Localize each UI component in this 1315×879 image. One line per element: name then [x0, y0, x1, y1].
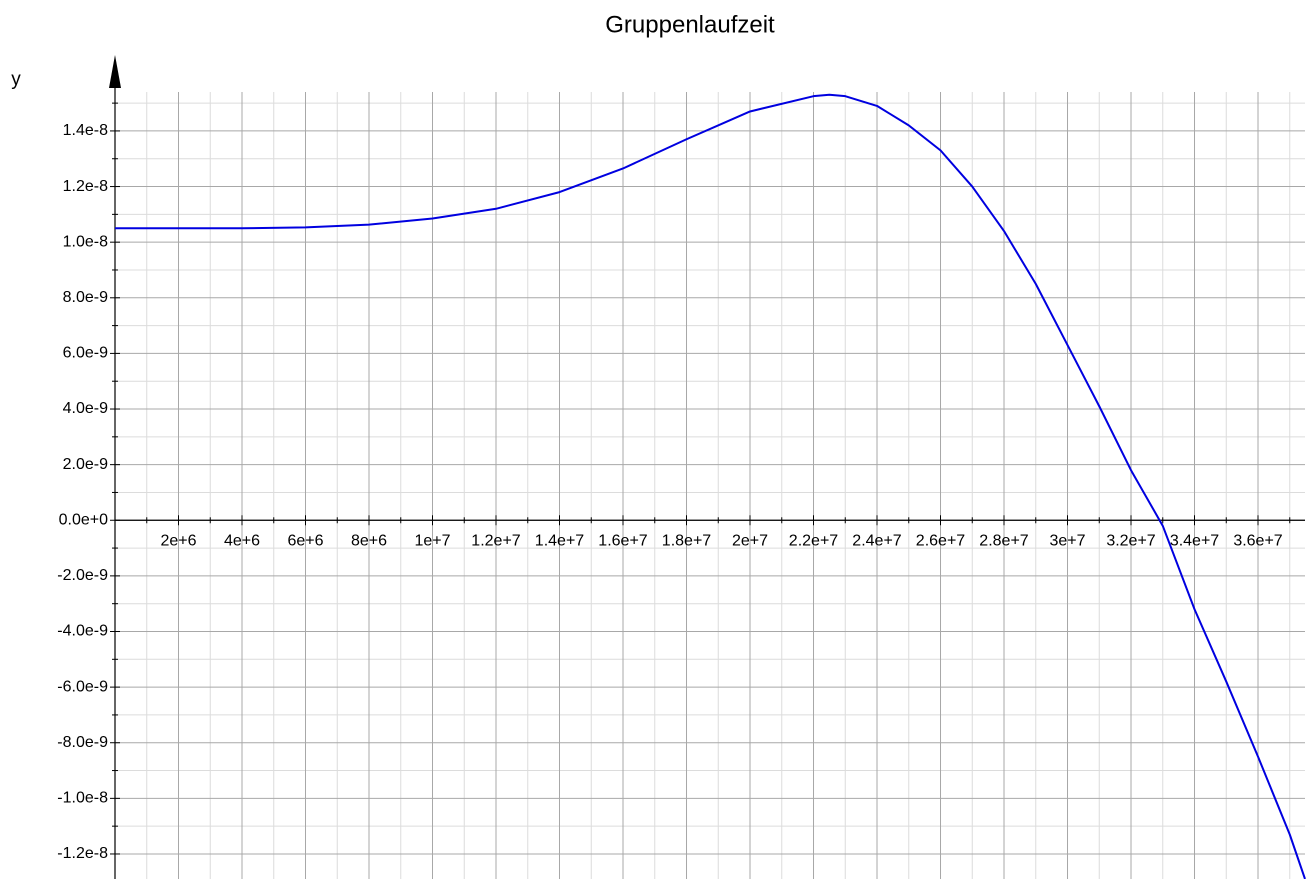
chart-title: Gruppenlaufzeit — [605, 11, 775, 38]
x-tick-label: 2e+7 — [732, 532, 768, 549]
y-tick-label: 1.0e-8 — [63, 233, 108, 250]
y-tick-label: 8.0e-9 — [63, 289, 108, 306]
y-axis-label: y — [11, 69, 21, 90]
line — [115, 93, 1306, 879]
y-tick-label: -1.0e-8 — [57, 790, 108, 807]
x-tick-label: 1.2e+7 — [471, 532, 520, 549]
x-tick-label: 2e+6 — [160, 532, 196, 549]
x-tick-label: 2.4e+7 — [852, 532, 901, 549]
x-tick-label: 3.4e+7 — [1170, 532, 1219, 549]
y-tick-label: -8.0e-9 — [57, 734, 108, 751]
x-tick-label: 2.8e+7 — [979, 532, 1028, 549]
x-tick-label: 3.2e+7 — [1106, 532, 1155, 549]
x-tick-label: 2.6e+7 — [916, 532, 965, 549]
y-tick-label: -6.0e-9 — [57, 678, 108, 695]
x-tick-label: 1.4e+7 — [535, 532, 584, 549]
x-tick-label: 6e+6 — [287, 532, 323, 549]
y-tick-label: 1.2e-8 — [63, 178, 108, 195]
y-axis-arrow — [109, 55, 121, 88]
y-tick-label: 6.0e-9 — [63, 345, 108, 362]
y-tick-label: 1.4e-8 — [63, 122, 108, 139]
y-tick-label: 4.0e-9 — [63, 400, 108, 417]
x-tick-label: 3.6e+7 — [1233, 532, 1282, 549]
x-tick-label: 1.8e+7 — [662, 532, 711, 549]
x-tick-label: 8e+6 — [351, 532, 387, 549]
y-tick-label: -2.0e-9 — [57, 567, 108, 584]
x-tick-label: 3e+7 — [1049, 532, 1085, 549]
x-tick-label: 1.6e+7 — [598, 532, 647, 549]
y-tick-label: 2.0e-9 — [63, 456, 108, 473]
x-tick-label: 4e+6 — [224, 532, 260, 549]
y-tick-label: -1.2e-8 — [57, 845, 108, 862]
x-tick-label: 1e+7 — [414, 532, 450, 549]
y-tick-label: -4.0e-9 — [57, 623, 108, 640]
y-tick-label: 0.0e+0 — [59, 511, 108, 528]
x-tick-label: 2.2e+7 — [789, 532, 838, 549]
